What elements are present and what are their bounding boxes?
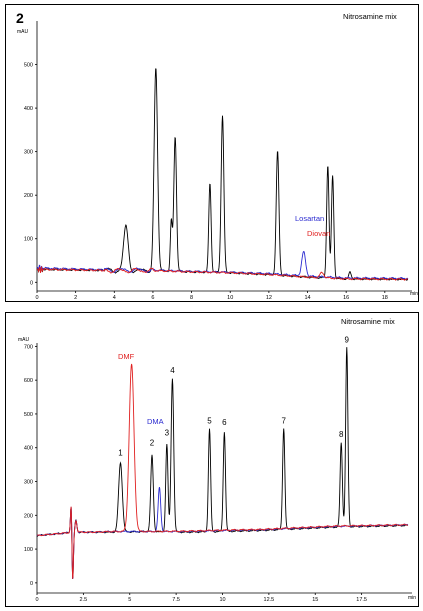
y-tick-label: 300 [24,480,33,486]
compound-annotation: DMF [118,352,135,361]
series-trace [36,347,409,579]
peak-label: 8 [339,430,344,439]
peak-label: 6 [222,418,227,427]
peak-label: 5 [207,416,212,425]
x-tick-label: 6 [151,295,154,301]
x-tick-label: 15 [312,597,318,603]
y-tick-label: 100 [24,547,33,553]
peak-label: 1 [118,449,123,458]
y-tick-label: 600 [24,378,33,384]
peak-label: 9 [345,335,350,344]
x-tick-label: 18 [382,295,388,301]
x-tick-label: 0 [35,597,38,603]
y-tick-label: 400 [24,106,33,112]
chart-title: Nitrosamine mix [343,12,397,21]
x-tick-label: 10 [227,295,233,301]
y-tick-label: 500 [24,412,33,418]
x-tick-label: 12 [266,295,272,301]
x-tick-label: 0 [35,295,38,301]
x-axis-label: min [410,291,418,297]
series-trace [36,265,409,281]
compound-annotation: DMA [147,417,164,426]
x-tick-label: 10 [219,597,225,603]
y-tick-label: 200 [24,193,33,199]
x-tick-label: 17.5 [356,597,367,603]
y-tick-label: 100 [24,237,33,243]
y-tick-label: 0 [30,280,33,286]
x-tick-label: 7.5 [172,597,180,603]
compound-annotation: Losartan [295,214,324,223]
x-tick-label: 2.5 [80,597,88,603]
chromatogram-panel-1: 0 100 200 300 400 500 0 2 4 6 8 10 12 14 16 18 Nitrosami… [5,4,419,302]
y-tick-label: 300 [24,150,33,156]
x-axis-label: min [408,595,416,601]
x-tick-label: 12.5 [264,597,275,603]
peak-label: 4 [170,366,175,375]
y-tick-label: 0 [30,581,33,587]
series-trace [36,68,409,281]
y-tick-label: 700 [24,344,33,350]
chromatogram-chart-1: 0 100 200 300 400 500 0 2 4 6 8 10 12 14 16 18 Nitrosami… [16,10,418,301]
chromatogram-panel-2: 0 100 200 300 400 500 600 700 0 2.5 5 7.5 10 12.5 15 17… [5,312,419,607]
y-tick-label: 400 [24,446,33,452]
series-trace [36,251,409,280]
x-tick-label: 8 [190,295,193,301]
peak-label: 2 [150,438,155,447]
chart-title: Nitrosamine mix [341,317,395,326]
x-tick-label: 4 [113,295,116,301]
x-tick-label: 16 [343,295,349,301]
compound-annotation: Diovan [307,229,330,238]
peak-label: 7 [281,416,286,425]
y-axis-label: mAU [17,29,29,35]
peak-label: 3 [165,428,170,437]
x-tick-label: 2 [74,295,77,301]
y-tick-label: 200 [24,513,33,519]
series-trace [36,363,409,579]
x-tick-label: 14 [304,295,310,301]
y-axis-label: mAU [18,337,30,343]
y-tick-label: 500 [24,63,33,69]
panel-number: 2 [16,10,24,26]
x-tick-label: 5 [128,597,131,603]
